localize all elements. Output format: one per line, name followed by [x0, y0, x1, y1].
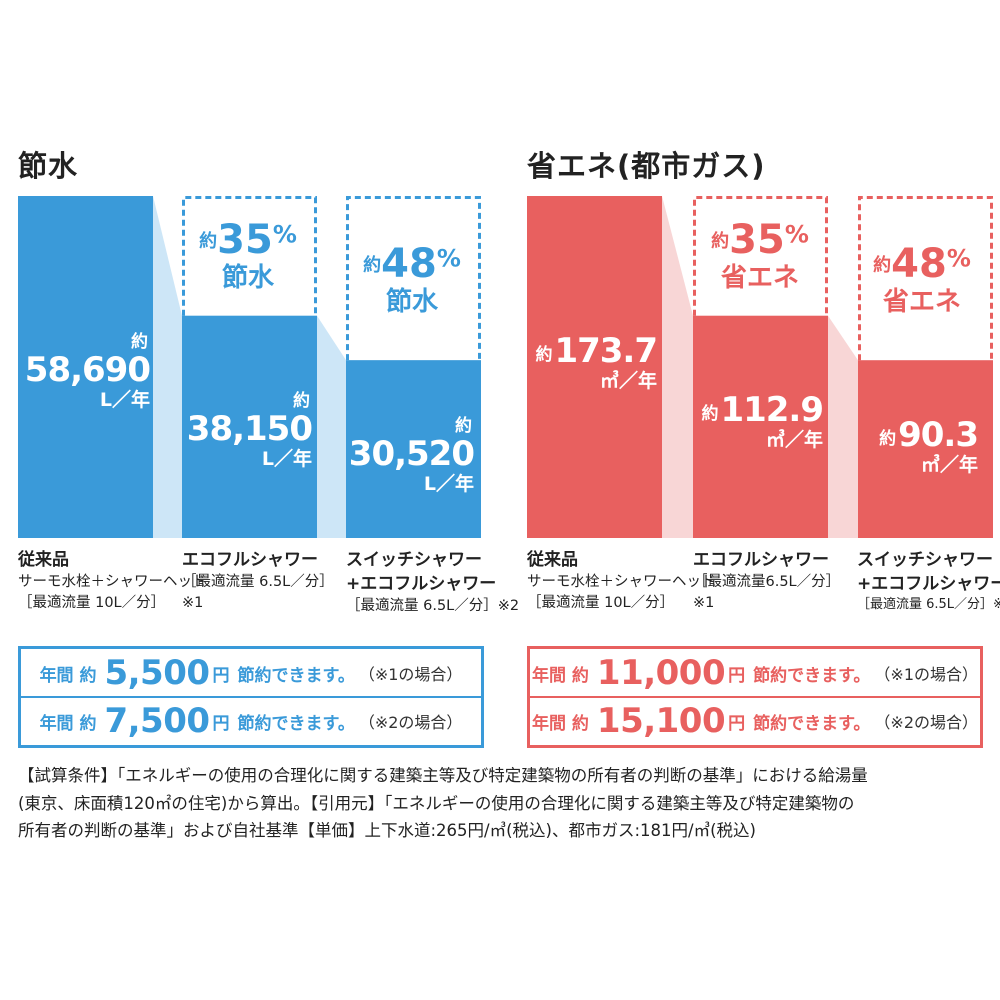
- water-savings-row-2: 年間 約 7,500 円 節約できます。 （※2の場合）: [39, 701, 463, 741]
- energy-savings-row-2: 年間 約 15,100 円 節約できます。 （※2の場合）: [531, 701, 979, 741]
- water-savings-row-1: 年間 約 5,500 円 節約できます。 （※1の場合）: [39, 653, 463, 693]
- energy-bar-2: [858, 360, 993, 538]
- footnote-line-1: 【試算条件】「エネルギーの使用の合理化に関する建築主等及び特定建築物の所有者の判…: [18, 766, 868, 785]
- water-bar-label-0: 約58,690 L／年: [24, 332, 151, 411]
- energy-caption-2: スイッチシャワー +エコフルシャワー ［最適流量 6.5L／分］※2: [857, 550, 1000, 613]
- water-connector-0: [153, 196, 182, 538]
- energy-bar-0: [527, 196, 662, 538]
- water-connector-1: [317, 315, 346, 538]
- energy-caption-0: 従来品 サーモ水栓＋シャワーヘッド ［最適流量 10L／分］: [527, 550, 716, 611]
- water-bar-label-2: 約30,520 L／年: [348, 416, 475, 495]
- water-bar-1: [182, 315, 317, 538]
- water-caption-0: 従来品 サーモ水栓＋シャワーヘッド ［最適流量 10L／分］: [18, 550, 207, 611]
- water-reduction-outline-2: [346, 196, 481, 361]
- water-bar-label-1: 約38,150 L／年: [186, 391, 313, 470]
- energy-bar-label-1: 約112.9 ㎥／年: [701, 390, 824, 451]
- water-reduction-outline-1: [182, 196, 317, 316]
- footnote-line-2: (東京、床面積120㎡の住宅)から算出。【引用元】「エネルギーの使用の合理化に関…: [18, 793, 855, 813]
- energy-bar-1: [693, 315, 828, 538]
- calculation-footnote: 【試算条件】「エネルギーの使用の合理化に関する建築主等及び特定建築物の所有者の判…: [18, 762, 984, 845]
- energy-connector-0: [662, 196, 693, 538]
- water-caption-2: スイッチシャワー +エコフルシャワー ［最適流量 6.5L／分］※2: [346, 550, 520, 615]
- energy-reduction-outline-2: [858, 196, 993, 361]
- energy-bar-label-0: 約173.7 ㎥／年: [535, 331, 658, 392]
- energy-reduction-badge-1: 約35% 省エネ: [711, 217, 809, 293]
- energy-caption-1: エコフルシャワー ［最適流量6.5L／分］ ※1: [693, 550, 841, 611]
- energy-bar-label-2: 約90.3 ㎥／年: [879, 415, 979, 476]
- energy-reduction-outline-1: [693, 196, 828, 316]
- water-caption-1: エコフルシャワー ［最適流量 6.5L／分］ ※1: [182, 550, 334, 611]
- water-savings-box: 年間 約 5,500 円 節約できます。 （※1の場合） 年間 約 7,500 …: [18, 646, 484, 748]
- water-reduction-badge-2: 約48% 節水: [363, 241, 461, 317]
- energy-savings-row-1: 年間 約 11,000 円 節約できます。 （※1の場合）: [531, 653, 979, 693]
- water-bar-0: [18, 196, 153, 538]
- energy-reduction-badge-2: 約48% 省エネ: [873, 241, 971, 317]
- energy-savings-box: 年間 約 11,000 円 節約できます。 （※1の場合） 年間 約 15,10…: [527, 646, 983, 748]
- water-reduction-badge-1: 約35% 節水: [199, 217, 297, 293]
- water-panel-title: 節水: [18, 149, 79, 183]
- energy-connector-1: [828, 315, 858, 538]
- footnote-line-3: 所有者の判断の基準」および自社基準【単価】上下水道:265円/㎥(税込)、都市ガ…: [18, 821, 756, 841]
- water-bar-2: [346, 360, 481, 538]
- energy-panel-title: 省エネ(都市ガス): [527, 149, 766, 183]
